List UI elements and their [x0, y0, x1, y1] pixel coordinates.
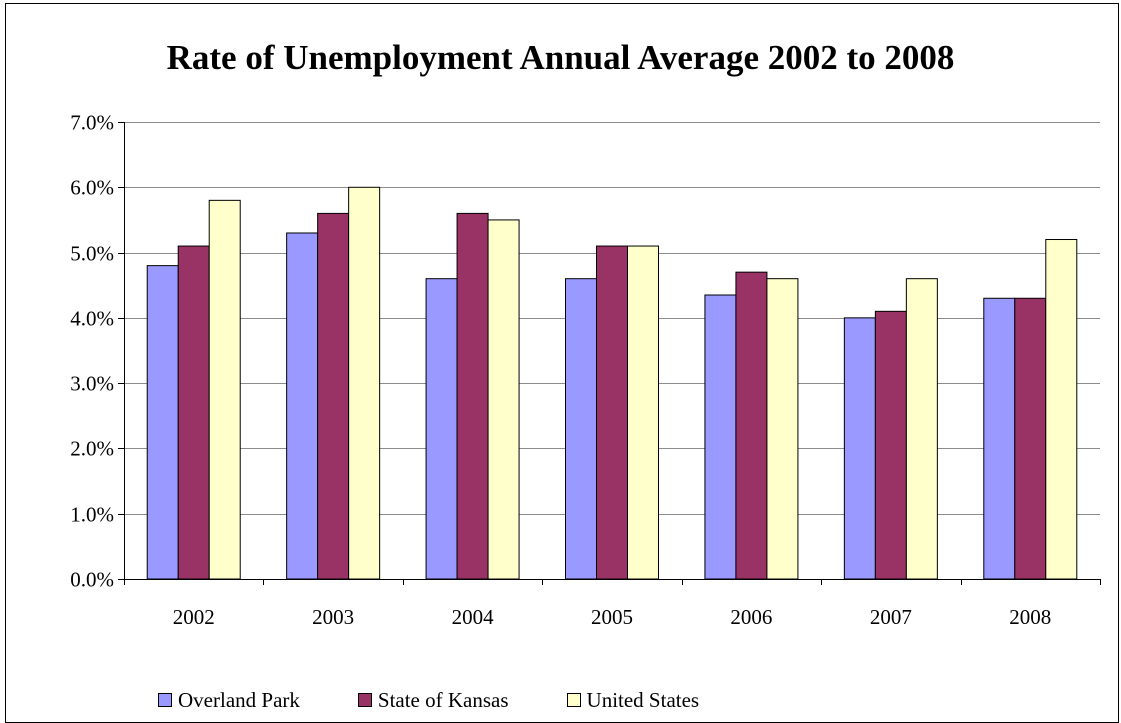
bar-united-states-2007	[905, 278, 938, 580]
legend-label-state-of-kansas: State of Kansas	[377, 687, 509, 712]
chart-title: Rate of Unemployment Annual Average 2002…	[166, 38, 955, 77]
bar-state-of-kansas-2003	[317, 212, 350, 580]
x-tick-label: 2008	[1009, 605, 1051, 629]
legend-swatch-state-of-kansas	[357, 693, 372, 707]
chart-canvas: 0.0% 1.0% 2.0% 3.0% 4.0% 5.0% 6.0% 7.0% 2002 2003…	[70, 111, 1101, 629]
legend-item-overland-park: Overland Park	[158, 688, 300, 713]
bar-state-of-kansas-2006	[735, 271, 768, 580]
bar-state-of-kansas-2004	[456, 212, 489, 580]
y-tick-label: 5.0%	[70, 242, 114, 266]
legend-label-overland-park: Overland Park	[178, 687, 300, 712]
bar-overland-park-2003	[286, 232, 319, 580]
bar-overland-park-2008	[983, 297, 1016, 580]
bar-state-of-kansas-2002	[177, 245, 210, 580]
x-tick-label: 2005	[591, 605, 633, 629]
bar-state-of-kansas-2005	[596, 245, 628, 580]
x-tick-label: 2007	[870, 605, 912, 629]
bar-overland-park-2002	[146, 265, 179, 580]
y-tick-label: 7.0%	[70, 111, 114, 135]
bar-overland-park-2004	[425, 278, 458, 580]
bar-united-states-2006	[766, 278, 799, 580]
bar-united-states-2004	[487, 219, 520, 580]
bar-overland-park-2007	[843, 317, 876, 580]
y-tick-label: 2.0%	[70, 437, 114, 461]
y-tick-label: 0.0%	[70, 568, 114, 592]
y-tick-label: 3.0%	[70, 372, 114, 396]
bar-state-of-kansas-2007	[874, 310, 907, 580]
y-tick-label: 6.0%	[70, 176, 114, 200]
x-tick-label: 2006	[730, 605, 772, 629]
legend-swatch-united-states	[566, 693, 581, 707]
x-tick-label: 2003	[312, 605, 354, 629]
legend-item-united-states: United States	[566, 687, 700, 713]
bar-overland-park-2006	[704, 294, 737, 580]
legend-label-united-states: United States	[586, 687, 700, 712]
bar-overland-park-2005	[565, 278, 597, 580]
x-tick-label: 2004	[452, 605, 495, 629]
bar-united-states-2002	[208, 199, 241, 580]
legend-item-state-of-kansas: State of Kansas	[357, 687, 509, 713]
y-tick-label: 1.0%	[70, 503, 114, 527]
bar-state-of-kansas-2008	[1014, 297, 1047, 580]
x-tick-label: 2002	[173, 605, 215, 629]
y-tick-label: 4.0%	[70, 307, 114, 331]
bar-united-states-2003	[348, 186, 381, 580]
legend: Overland Park State of Kansas United Sta…	[158, 688, 757, 712]
legend-swatch-overland-park	[158, 693, 172, 707]
bar-united-states-2005	[627, 245, 659, 580]
bar-united-states-2008	[1045, 239, 1078, 580]
